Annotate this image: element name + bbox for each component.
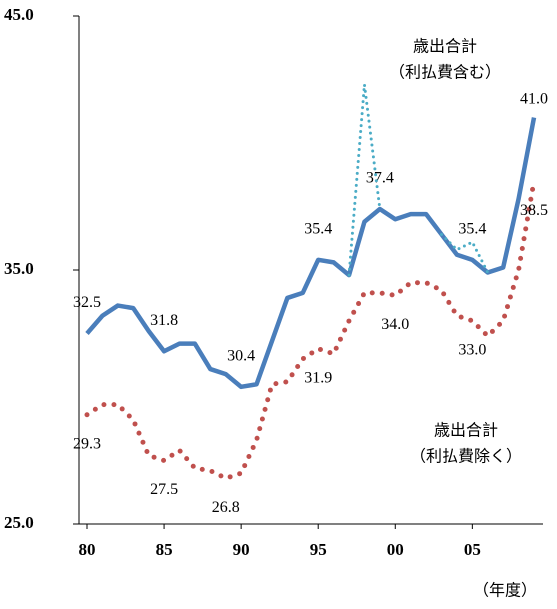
x-tick-label: 00 (387, 540, 404, 559)
y-tick-label: 45.0 (4, 5, 34, 24)
data-label: 31.9 (304, 369, 332, 386)
data-label: 31.8 (150, 312, 178, 329)
x-tick-label: 85 (156, 540, 173, 559)
series-name: （利払費含む） (389, 64, 501, 82)
data-label: 26.8 (212, 499, 240, 516)
x-tick-label: 95 (310, 540, 327, 559)
series-name: （利払費除く） (410, 448, 522, 466)
data-label: 35.4 (458, 221, 486, 238)
data-label: 35.4 (304, 221, 332, 238)
data-label: 33.0 (458, 341, 486, 358)
series-line (347, 83, 382, 277)
series-name: 歳出合計 (413, 38, 477, 56)
x-axis-unit: （年度） (473, 582, 537, 600)
data-label: 30.4 (227, 348, 255, 365)
series-line (440, 232, 490, 275)
data-label: 38.5 (520, 202, 548, 219)
series-name: 歳出合計 (434, 422, 498, 440)
data-label: 41.0 (520, 91, 548, 108)
data-label: 34.0 (381, 316, 409, 333)
data-label: 29.3 (73, 435, 101, 452)
series-line (84, 178, 537, 481)
data-label: 32.5 (73, 294, 101, 311)
x-tick-label: 90 (233, 540, 250, 559)
x-tick-label: 05 (464, 540, 481, 559)
x-tick-label: 80 (79, 540, 96, 559)
data-label: 37.4 (366, 170, 394, 187)
y-tick-label: 35.0 (4, 259, 34, 278)
series-line (85, 117, 537, 390)
data-label: 27.5 (150, 481, 178, 498)
y-tick-label: 25.0 (4, 513, 34, 532)
